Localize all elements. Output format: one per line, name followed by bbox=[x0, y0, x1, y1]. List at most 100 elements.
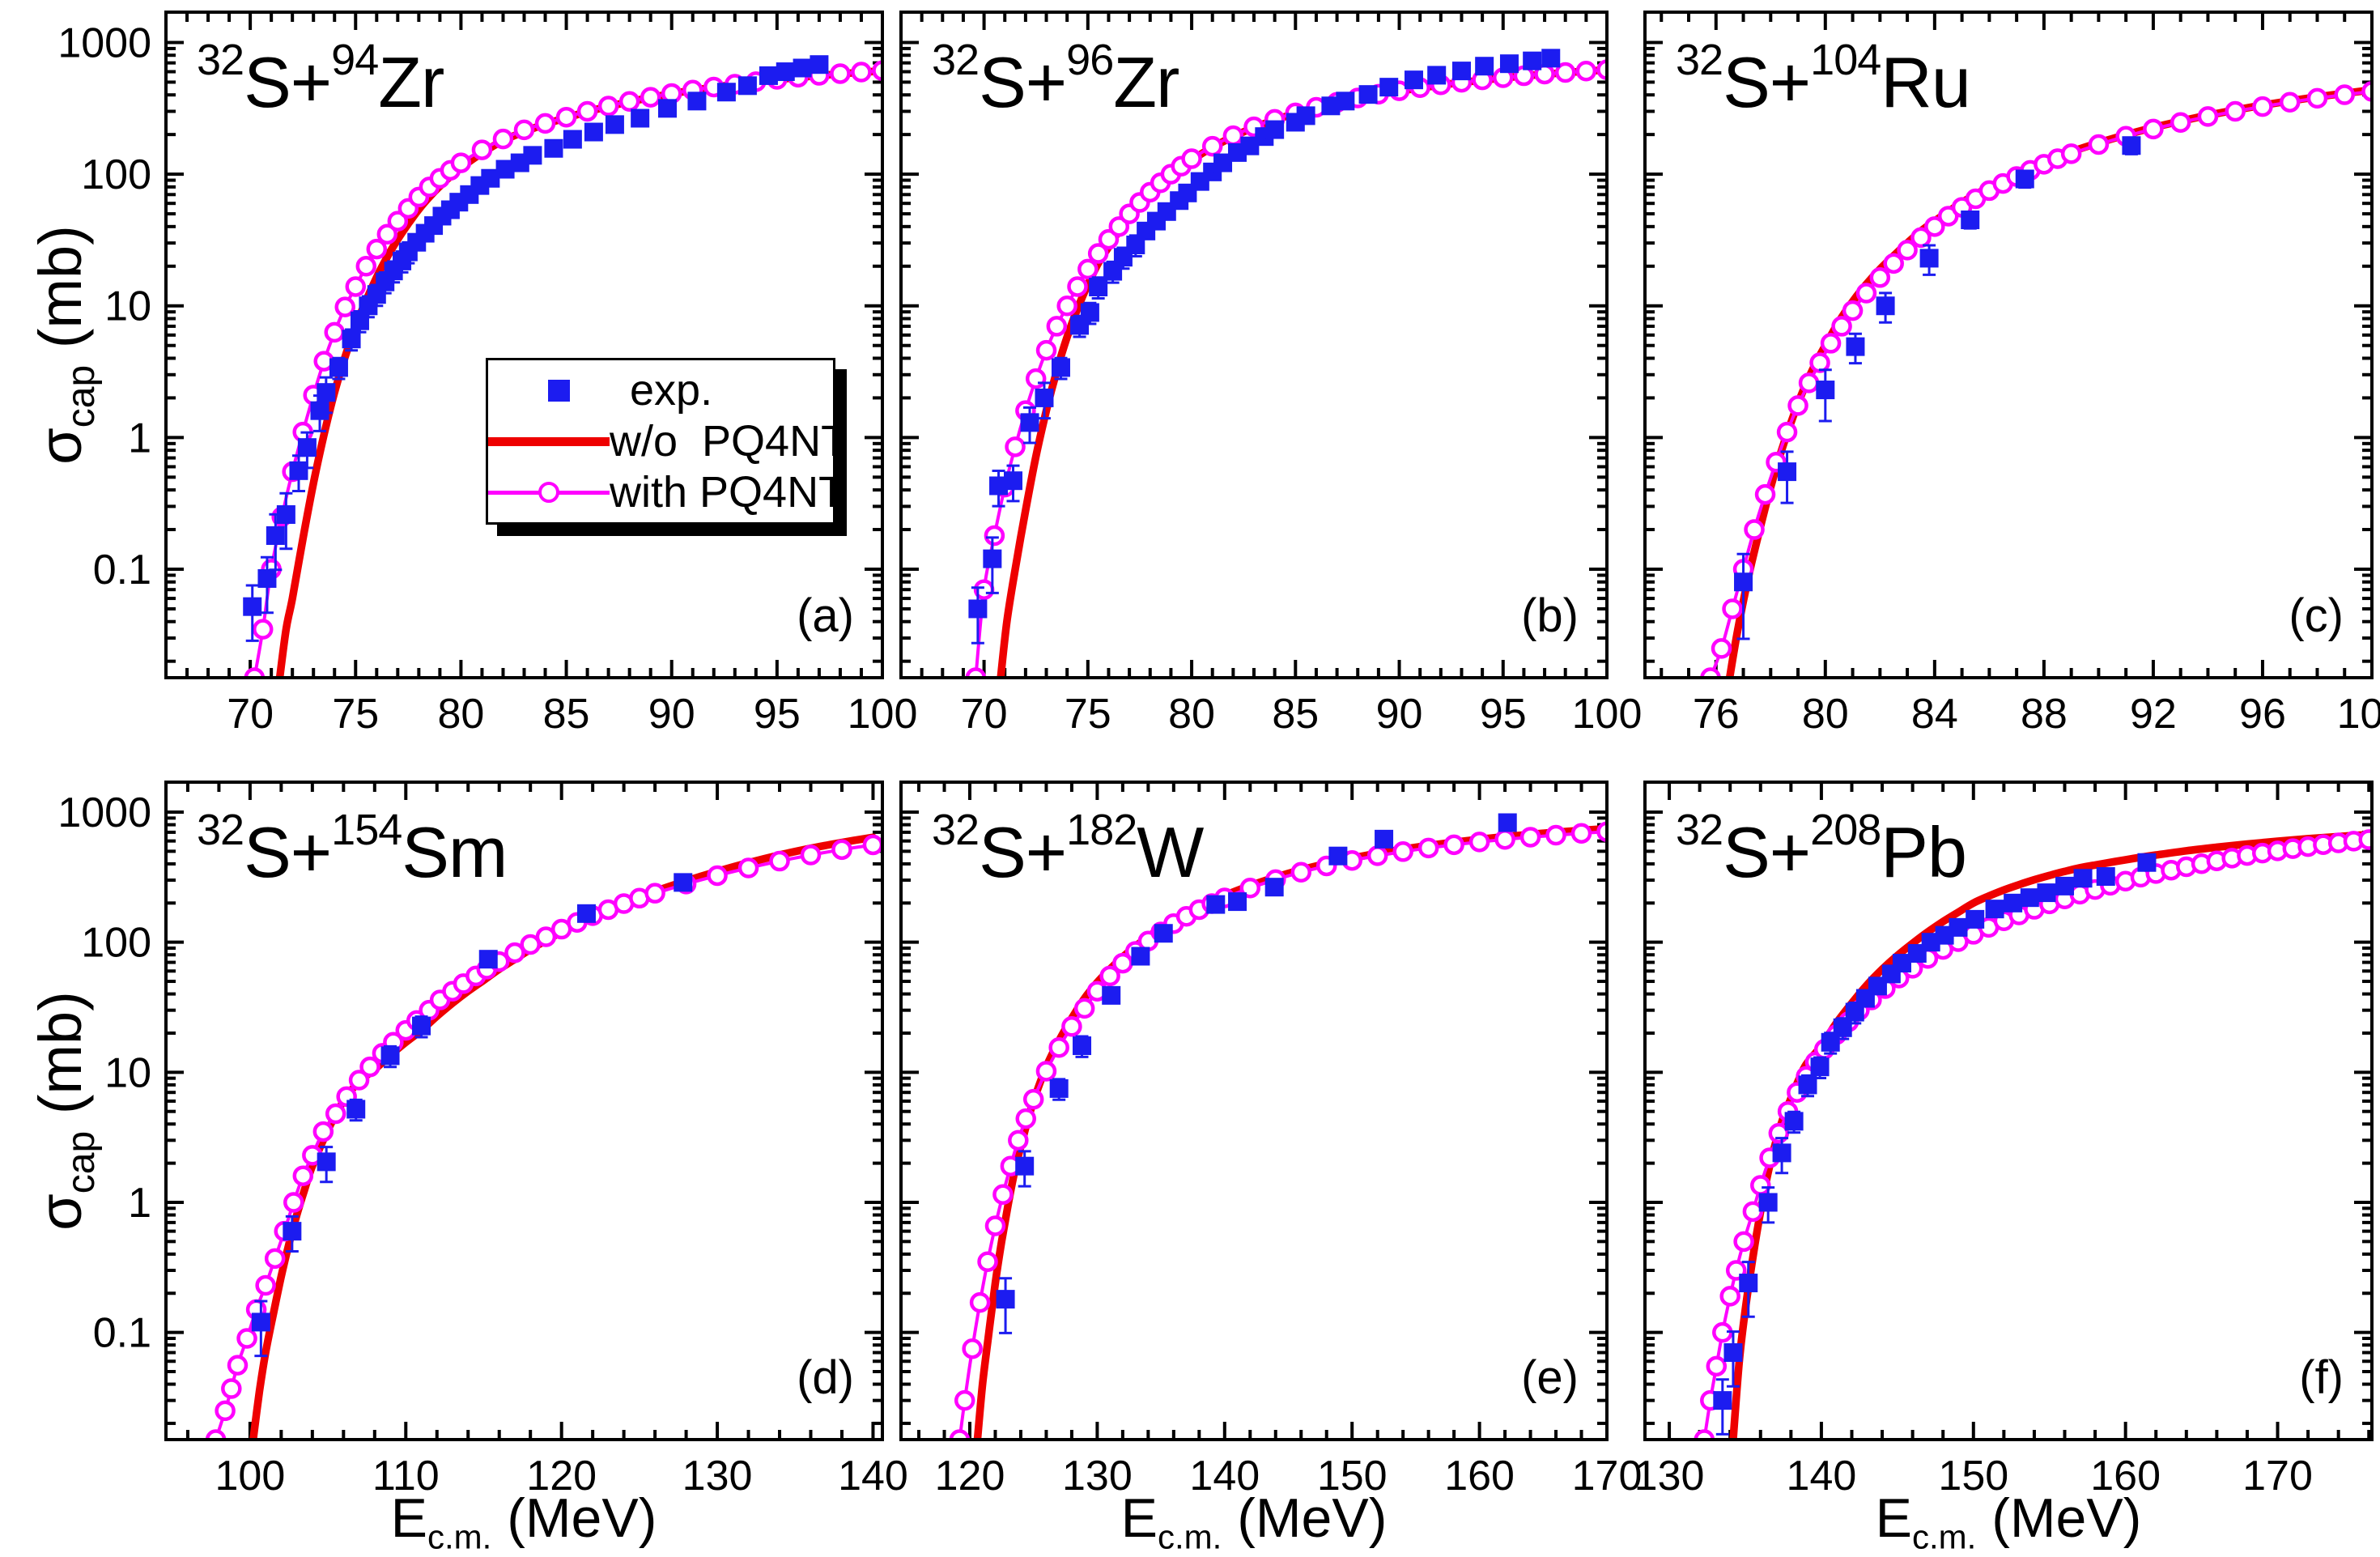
red-line-icon bbox=[488, 437, 610, 446]
exp-point bbox=[793, 58, 812, 77]
curve-wo-pq4nt bbox=[1733, 835, 2369, 1440]
with-pq4nt-marker bbox=[2144, 121, 2161, 138]
exp-points bbox=[1734, 136, 2140, 639]
x-axis-label: Ec.m. (MeV) bbox=[265, 1487, 783, 1557]
legend-wo-label: w/o PQ4NT bbox=[610, 416, 848, 466]
with-pq4nt-marker bbox=[987, 1217, 1004, 1234]
y-tick-label: 1 bbox=[128, 1180, 151, 1227]
exp-point bbox=[968, 599, 987, 618]
title-mass1: 32 bbox=[932, 36, 979, 84]
with-pq4nt-marker bbox=[1790, 397, 1807, 414]
y-axis-label: σcap (mb) bbox=[23, 37, 98, 653]
exp-point bbox=[2037, 883, 2055, 902]
exp-point bbox=[2137, 853, 2156, 872]
with-pq4nt-marker bbox=[2172, 114, 2189, 131]
exp-point bbox=[983, 550, 1001, 568]
exp-point bbox=[1336, 91, 1354, 110]
curve-wo-pq4nt bbox=[1001, 70, 1607, 678]
x-tick-label: 70 bbox=[961, 691, 1008, 738]
title-sym1: S+ bbox=[1723, 42, 1810, 122]
title-mass2: 96 bbox=[1066, 36, 1113, 84]
with-pq4nt-marker bbox=[1038, 1062, 1055, 1079]
with-pq4nt-marker bbox=[495, 130, 512, 147]
panel-letter: (b) bbox=[1433, 589, 1579, 643]
x-tick-label: 76 bbox=[1693, 691, 1740, 738]
x-axis-symbol: E bbox=[1121, 1487, 1158, 1549]
title-mass2: 182 bbox=[1066, 806, 1137, 854]
x-tick-label: 100 bbox=[848, 691, 918, 738]
x-tick-label: 88 bbox=[2021, 691, 2068, 738]
exp-square-icon bbox=[488, 380, 630, 402]
x-axis-subscript: c.m. bbox=[1912, 1518, 1976, 1556]
x-tick-label: 100 bbox=[1572, 691, 1643, 738]
with-pq4nt-marker bbox=[1009, 1132, 1026, 1149]
exp-point bbox=[317, 383, 335, 402]
exp-point bbox=[2074, 869, 2093, 887]
exp-point bbox=[243, 598, 261, 616]
exp-point bbox=[1004, 471, 1022, 490]
exp-point bbox=[631, 109, 649, 128]
with-pq4nt-marker bbox=[1548, 827, 1565, 844]
title-sym1: S+ bbox=[1723, 812, 1810, 892]
exp-point bbox=[1265, 878, 1284, 896]
with-pq4nt-marker bbox=[229, 1357, 246, 1374]
curve-with-pq4nt bbox=[959, 832, 1607, 1440]
with-pq4nt-marker bbox=[1059, 297, 1076, 314]
exp-point bbox=[577, 904, 596, 923]
exp-point bbox=[1359, 85, 1378, 104]
with-pq4nt-marker bbox=[1048, 317, 1065, 334]
with-pq4nt-marker bbox=[453, 155, 470, 172]
y-tick-label: 0.1 bbox=[93, 1310, 151, 1357]
y-axis-unit: (mb) bbox=[27, 991, 94, 1114]
x-axis-unit: (MeV) bbox=[507, 1487, 657, 1549]
exp-point bbox=[317, 1152, 336, 1171]
with-pq4nt-marker bbox=[223, 1380, 240, 1397]
with-pq4nt-marker bbox=[1069, 278, 1086, 295]
panel-title: 32S+154Sm bbox=[197, 805, 507, 894]
exp-point bbox=[1961, 211, 1979, 229]
with-pq4nt-marker bbox=[1204, 138, 1221, 155]
with-pq4nt-marker bbox=[1225, 127, 1242, 144]
panel-title: 32S+94Zr bbox=[197, 35, 444, 124]
with-pq4nt-marker bbox=[1858, 284, 1875, 301]
with-pq4nt-marker bbox=[1724, 600, 1741, 617]
exp-point bbox=[266, 526, 285, 545]
exp-point bbox=[289, 462, 308, 480]
x-axis-label: Ec.m. (MeV) bbox=[1749, 1487, 2267, 1557]
exp-point bbox=[674, 873, 692, 891]
title-sym2: Pb bbox=[1881, 812, 1966, 892]
x-tick-label: 90 bbox=[648, 691, 695, 738]
with-pq4nt-marker bbox=[1079, 261, 1096, 278]
with-pq4nt-marker bbox=[254, 621, 271, 638]
exp-point bbox=[1811, 1057, 1830, 1076]
with-pq4nt-marker bbox=[1446, 836, 1463, 853]
exp-point bbox=[738, 76, 757, 95]
exp-point bbox=[298, 438, 317, 457]
with-pq4nt-marker bbox=[2361, 831, 2378, 848]
legend: exp. w/o PQ4NT with PQ4NT bbox=[486, 358, 835, 525]
exp-point bbox=[252, 1312, 270, 1331]
with-pq4nt-marker bbox=[1722, 1287, 1739, 1304]
with-pq4nt-marker bbox=[831, 65, 848, 82]
with-pq4nt-marker bbox=[1027, 370, 1044, 387]
title-mass2: 208 bbox=[1810, 806, 1881, 854]
with-pq4nt-marker bbox=[740, 860, 757, 877]
title-sym2: Zr bbox=[1113, 42, 1179, 122]
y-axis-subscript: cap bbox=[60, 1131, 103, 1193]
x-tick-label: 80 bbox=[437, 691, 484, 738]
with-pq4nt-marker bbox=[647, 885, 664, 902]
title-mass2: 104 bbox=[1810, 36, 1881, 84]
exp-point bbox=[1475, 57, 1494, 75]
x-tick-label: 75 bbox=[332, 691, 379, 738]
exp-point bbox=[1778, 462, 1796, 481]
with-pq4nt-marker bbox=[1076, 1000, 1093, 1017]
exp-point bbox=[687, 91, 706, 110]
title-sym1: S+ bbox=[979, 42, 1066, 122]
with-pq4nt-marker bbox=[516, 121, 533, 138]
with-pq4nt-marker bbox=[266, 1250, 283, 1267]
x-axis-subscript: c.m. bbox=[427, 1518, 491, 1556]
exp-point bbox=[1265, 121, 1284, 139]
legend-item-with-pq4nt: with PQ4NT bbox=[488, 468, 833, 517]
title-mass1: 32 bbox=[1676, 36, 1723, 84]
